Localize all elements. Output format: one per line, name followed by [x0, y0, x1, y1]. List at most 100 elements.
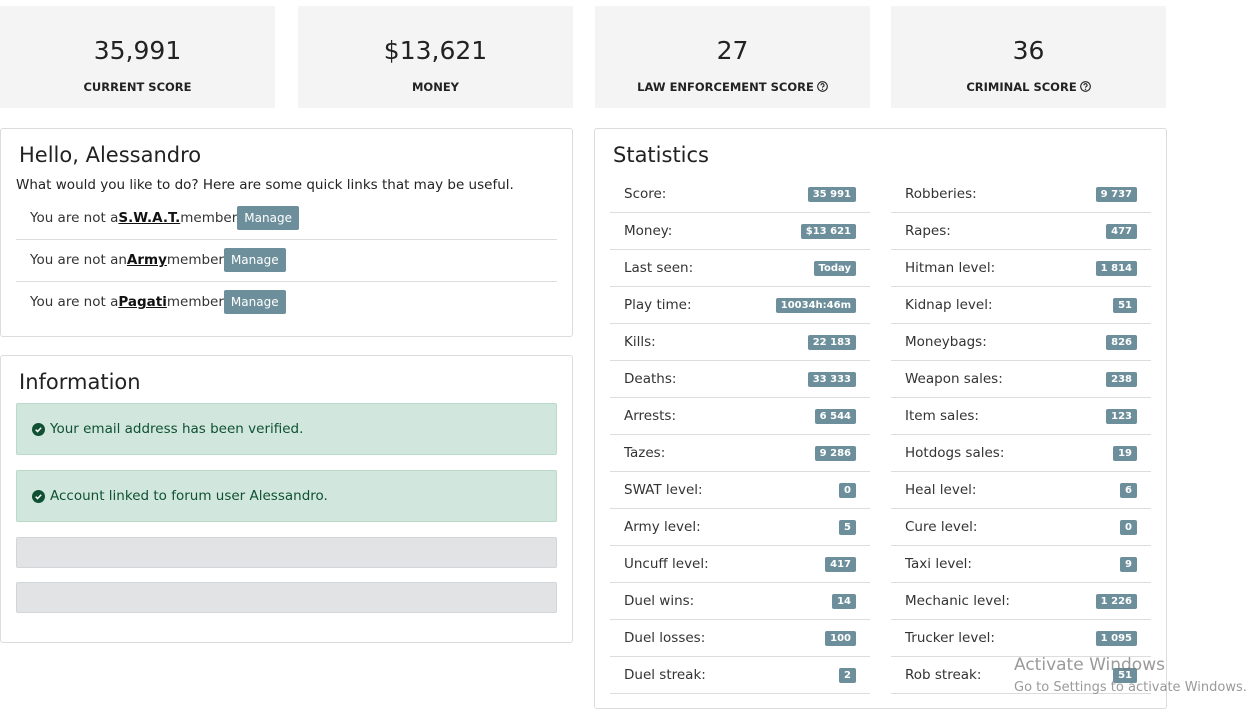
stat-row: Item sales: 123	[891, 398, 1151, 435]
stat-label: Rob streak:	[905, 667, 982, 683]
stat-badge: 5	[839, 519, 856, 535]
stat-row: Money: $13 621	[610, 213, 870, 250]
stat-label: Duel losses:	[624, 630, 706, 646]
manage-button[interactable]: Manage	[237, 206, 299, 230]
stat-badge: 826	[1106, 334, 1137, 350]
stat-badge: 1 814	[1095, 260, 1137, 276]
membership-row: You are not a Pagati member Manage	[16, 281, 557, 323]
stat-row: Rapes: 477	[891, 213, 1151, 250]
stat-badge: 0	[1120, 519, 1137, 535]
stat-row: Hotdogs sales: 19	[891, 435, 1151, 472]
group-link[interactable]: Army	[126, 252, 167, 268]
stat-badge: 10034h:46m	[775, 297, 856, 313]
stat-row: Tazes: 9 286	[610, 435, 870, 472]
stat-badge: 6	[1120, 482, 1137, 498]
summary-label: CURRENT SCORE	[0, 80, 275, 94]
stat-label: Cure level:	[905, 519, 978, 535]
stat-badge: 9 286	[814, 445, 856, 461]
summary-card: 27 LAW ENFORCEMENT SCORE	[595, 6, 870, 108]
stat-label: Heal level:	[905, 482, 977, 498]
alert-text: Your email address has been verified.	[50, 421, 304, 437]
row-suffix: member	[180, 210, 238, 226]
stat-label: Weapon sales:	[905, 371, 1003, 387]
stat-badge: 22 183	[807, 334, 856, 350]
stat-label: SWAT level:	[624, 482, 703, 498]
summary-value: 36	[1012, 36, 1045, 65]
stat-label: Taxi level:	[905, 556, 972, 572]
summary-label: MONEY	[298, 80, 573, 94]
help-icon[interactable]	[1079, 81, 1091, 92]
stat-label: Moneybags:	[905, 334, 987, 350]
stat-row: Army level: 5	[610, 509, 870, 546]
stat-row: Duel wins: 14	[610, 583, 870, 620]
stat-row: Rob streak: 51	[891, 657, 1151, 694]
stat-badge: 100	[825, 630, 856, 646]
placeholder-bar	[16, 537, 557, 568]
stat-label: Tazes:	[624, 445, 666, 461]
stat-row: Moneybags: 826	[891, 324, 1151, 361]
stat-badge: 6 544	[814, 408, 856, 424]
manage-button[interactable]: Manage	[223, 248, 286, 272]
hello-intro: What would you like to do? Here are some…	[16, 177, 514, 193]
stat-label: Deaths:	[624, 371, 677, 387]
hello-title: Hello, Alessandro	[19, 143, 202, 167]
row-prefix: You are not an	[30, 252, 127, 268]
stat-label: Trucker level:	[905, 630, 995, 646]
summary-label-text: MONEY	[411, 80, 460, 94]
watermark-title: Activate Windows	[1014, 655, 1165, 675]
summary-label-text: CRIMINAL SCORE	[966, 80, 1077, 94]
stat-label: Arrests:	[624, 408, 677, 424]
stat-badge: 238	[1106, 371, 1137, 387]
stat-label: Hotdogs sales:	[905, 445, 1005, 461]
membership-row: You are not an Army member Manage	[16, 239, 557, 282]
stat-label: Duel streak:	[624, 667, 706, 683]
stat-row: Kills: 22 183	[610, 324, 870, 361]
manage-button[interactable]: Manage	[223, 290, 286, 314]
stat-label: Rapes:	[905, 223, 951, 239]
summary-card: 36 CRIMINAL SCORE	[891, 6, 1166, 108]
stat-label: Duel wins:	[624, 593, 695, 609]
hello-card: Hello, Alessandro What would you like to …	[0, 128, 573, 337]
stat-badge: 1 095	[1095, 630, 1137, 646]
summary-value: 35,991	[93, 36, 182, 65]
stat-row: Mechanic level: 1 226	[891, 583, 1151, 620]
stat-badge: 35 991	[807, 186, 856, 202]
stat-badge: 9	[1120, 556, 1137, 572]
watermark-subtitle: Go to Settings to activate Windows.	[1014, 680, 1247, 695]
statistics-title: Statistics	[613, 143, 709, 167]
information-title: Information	[19, 370, 141, 394]
stat-row: Cure level: 0	[891, 509, 1151, 546]
summary-card: $13,621 MONEY	[298, 6, 573, 108]
stat-label: Score:	[624, 186, 667, 202]
stat-badge: 0	[839, 482, 856, 498]
row-suffix: member	[166, 294, 224, 310]
stat-badge: 33 333	[807, 371, 856, 387]
stat-row: Arrests: 6 544	[610, 398, 870, 435]
stat-badge: 51	[1113, 297, 1137, 313]
help-icon[interactable]	[816, 81, 828, 92]
stat-row: Score: 35 991	[610, 176, 870, 213]
success-alert: Your email address has been verified.	[16, 403, 557, 455]
stat-row: Deaths: 33 333	[610, 361, 870, 398]
statistics-card: Statistics Score: 35 991 Money: $13 621 Last …	[594, 128, 1167, 709]
stat-badge: Today	[813, 260, 856, 276]
summary-label-text: LAW ENFORCEMENT SCORE	[637, 80, 814, 94]
check-icon	[32, 489, 45, 503]
stat-row: Taxi level: 9	[891, 546, 1151, 583]
stat-badge: 19	[1113, 445, 1137, 461]
group-link[interactable]: Pagati	[118, 294, 167, 310]
stat-badge: 477	[1106, 223, 1137, 239]
stat-badge: 1 226	[1095, 593, 1137, 609]
group-link[interactable]: S.W.A.T.	[118, 210, 181, 226]
stat-label: Item sales:	[905, 408, 979, 424]
stat-row: Trucker level: 1 095	[891, 620, 1151, 657]
membership-row: You are not a S.W.A.T. member Manage	[16, 197, 557, 240]
stat-row: Duel streak: 2	[610, 657, 870, 694]
summary-label-text: CURRENT SCORE	[83, 80, 192, 94]
stat-label: Last seen:	[624, 260, 694, 276]
stat-row: Uncuff level: 417	[610, 546, 870, 583]
stat-label: Mechanic level:	[905, 593, 1010, 609]
stat-row: Hitman level: 1 814	[891, 250, 1151, 287]
stat-badge: 417	[825, 556, 856, 572]
